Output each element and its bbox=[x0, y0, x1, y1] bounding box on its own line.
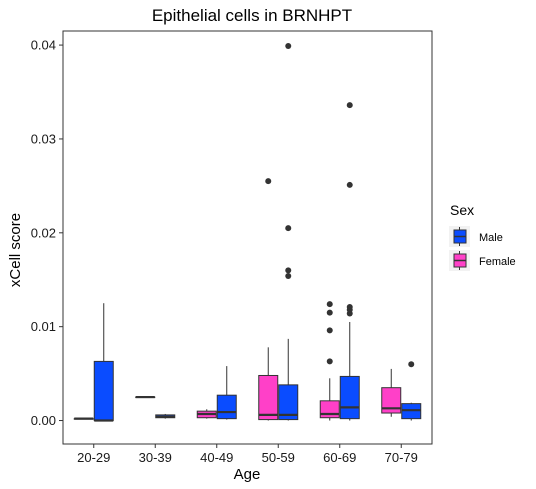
box-female-60-69 bbox=[319, 301, 340, 421]
legend-label: Male bbox=[479, 232, 503, 244]
legend-key-female bbox=[449, 250, 470, 271]
box-male-50-59 bbox=[278, 43, 299, 421]
box bbox=[339, 375, 360, 420]
x-tick-label: 70-79 bbox=[385, 450, 418, 465]
y-axis-label: xCell score bbox=[7, 213, 24, 287]
outlier-point bbox=[265, 178, 272, 185]
legend-key-male bbox=[449, 226, 470, 247]
y-tick-label: 0.00 bbox=[31, 413, 56, 428]
legend-title: Sex bbox=[450, 202, 474, 218]
x-tick-label: 20-29 bbox=[77, 450, 110, 465]
box-female-40-49 bbox=[196, 409, 217, 419]
box-male-20-29 bbox=[93, 303, 114, 422]
box-male-40-49 bbox=[216, 366, 237, 420]
x-tick-label: 60-69 bbox=[323, 450, 356, 465]
outlier-point bbox=[285, 225, 292, 232]
x-tick-label: 30-39 bbox=[139, 450, 172, 465]
y-tick-label: 0.01 bbox=[31, 319, 56, 334]
y-axis: 0.00 0.01 0.02 0.03 0.04 bbox=[31, 38, 63, 428]
outlier-point bbox=[326, 301, 333, 308]
box-female-30-39 bbox=[135, 395, 156, 399]
x-tick-label: 40-49 bbox=[200, 450, 233, 465]
x-tick-label: 50-59 bbox=[262, 450, 295, 465]
box-female-50-59 bbox=[258, 178, 279, 421]
box-male-30-39 bbox=[155, 413, 176, 419]
box-female-20-29 bbox=[73, 417, 94, 420]
outlier-point bbox=[326, 358, 333, 365]
y-tick-label: 0.04 bbox=[31, 38, 56, 53]
chart-title: Epithelial cells in BRNHPT bbox=[152, 6, 352, 25]
y-tick-label: 0.02 bbox=[31, 225, 56, 240]
box bbox=[381, 387, 402, 414]
box bbox=[216, 394, 237, 420]
outlier-point bbox=[346, 181, 353, 188]
box bbox=[93, 360, 114, 422]
box bbox=[258, 374, 279, 421]
outlier-point bbox=[326, 327, 333, 334]
outlier-point bbox=[346, 102, 353, 109]
box bbox=[278, 384, 299, 421]
legend-label: Female bbox=[479, 256, 516, 268]
outlier-point bbox=[408, 361, 415, 368]
box-groups bbox=[73, 43, 422, 422]
box-male-70-79 bbox=[401, 361, 422, 421]
outlier-point bbox=[285, 43, 292, 50]
outlier-point bbox=[346, 303, 353, 310]
outlier-point bbox=[285, 267, 292, 274]
legend: Sex Male Female bbox=[449, 202, 516, 271]
plot-panel bbox=[62, 30, 433, 445]
box-male-60-69 bbox=[339, 102, 360, 421]
y-tick-label: 0.03 bbox=[31, 131, 56, 146]
outlier-point bbox=[326, 309, 333, 316]
x-axis: 20-29 30-39 40-49 50-59 60-69 70-79 bbox=[77, 444, 418, 465]
x-axis-label: Age bbox=[234, 466, 261, 483]
outlier-point bbox=[285, 272, 292, 279]
box bbox=[319, 400, 340, 419]
box-female-70-79 bbox=[381, 368, 402, 417]
